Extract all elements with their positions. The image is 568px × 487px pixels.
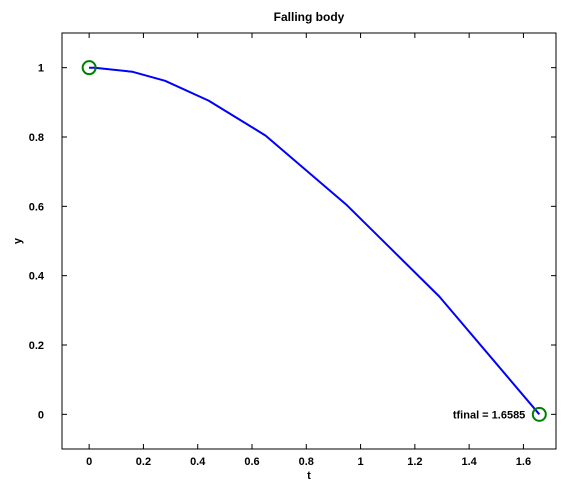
end-marker	[531, 406, 547, 422]
y-tick-label: 0	[38, 409, 44, 421]
x-tick-label: 0	[86, 456, 92, 468]
x-tick-label: 0.6	[244, 456, 259, 468]
y-tick-label: 0.2	[29, 340, 44, 352]
y-tick-label: 0.4	[29, 271, 45, 283]
trajectory-line	[89, 66, 541, 415]
x-tick-label: 1.4	[461, 456, 477, 468]
x-axis-label: t	[307, 470, 311, 482]
chart-title: Falling body	[274, 10, 345, 24]
x-tick-label: 1.6	[516, 456, 531, 468]
plot-area	[61, 32, 557, 450]
x-tick-label: 0.4	[190, 456, 206, 468]
series-group	[89, 66, 541, 415]
y-tick-label: 1	[38, 63, 44, 75]
y-tick-label: 0.6	[29, 201, 44, 213]
start-marker	[81, 60, 97, 76]
x-tick-label: 1.2	[407, 456, 422, 468]
x-tick-label: 0.8	[299, 456, 314, 468]
x-tick-label: 0.2	[136, 456, 151, 468]
x-tick-label: 1	[358, 456, 364, 468]
y-axis-label: y	[12, 237, 24, 244]
y-axis-ticks: 0 0.2 0.4 0.6 0.8 1	[29, 63, 556, 421]
y-tick-label: 0.8	[29, 132, 44, 144]
markers-group	[81, 60, 547, 422]
x-axis-ticks: 0 0.2 0.4 0.6 0.8 1 1.2 1.4 1.6	[86, 33, 531, 468]
tfinal-annotation: tfinal = 1.6585	[453, 409, 525, 421]
